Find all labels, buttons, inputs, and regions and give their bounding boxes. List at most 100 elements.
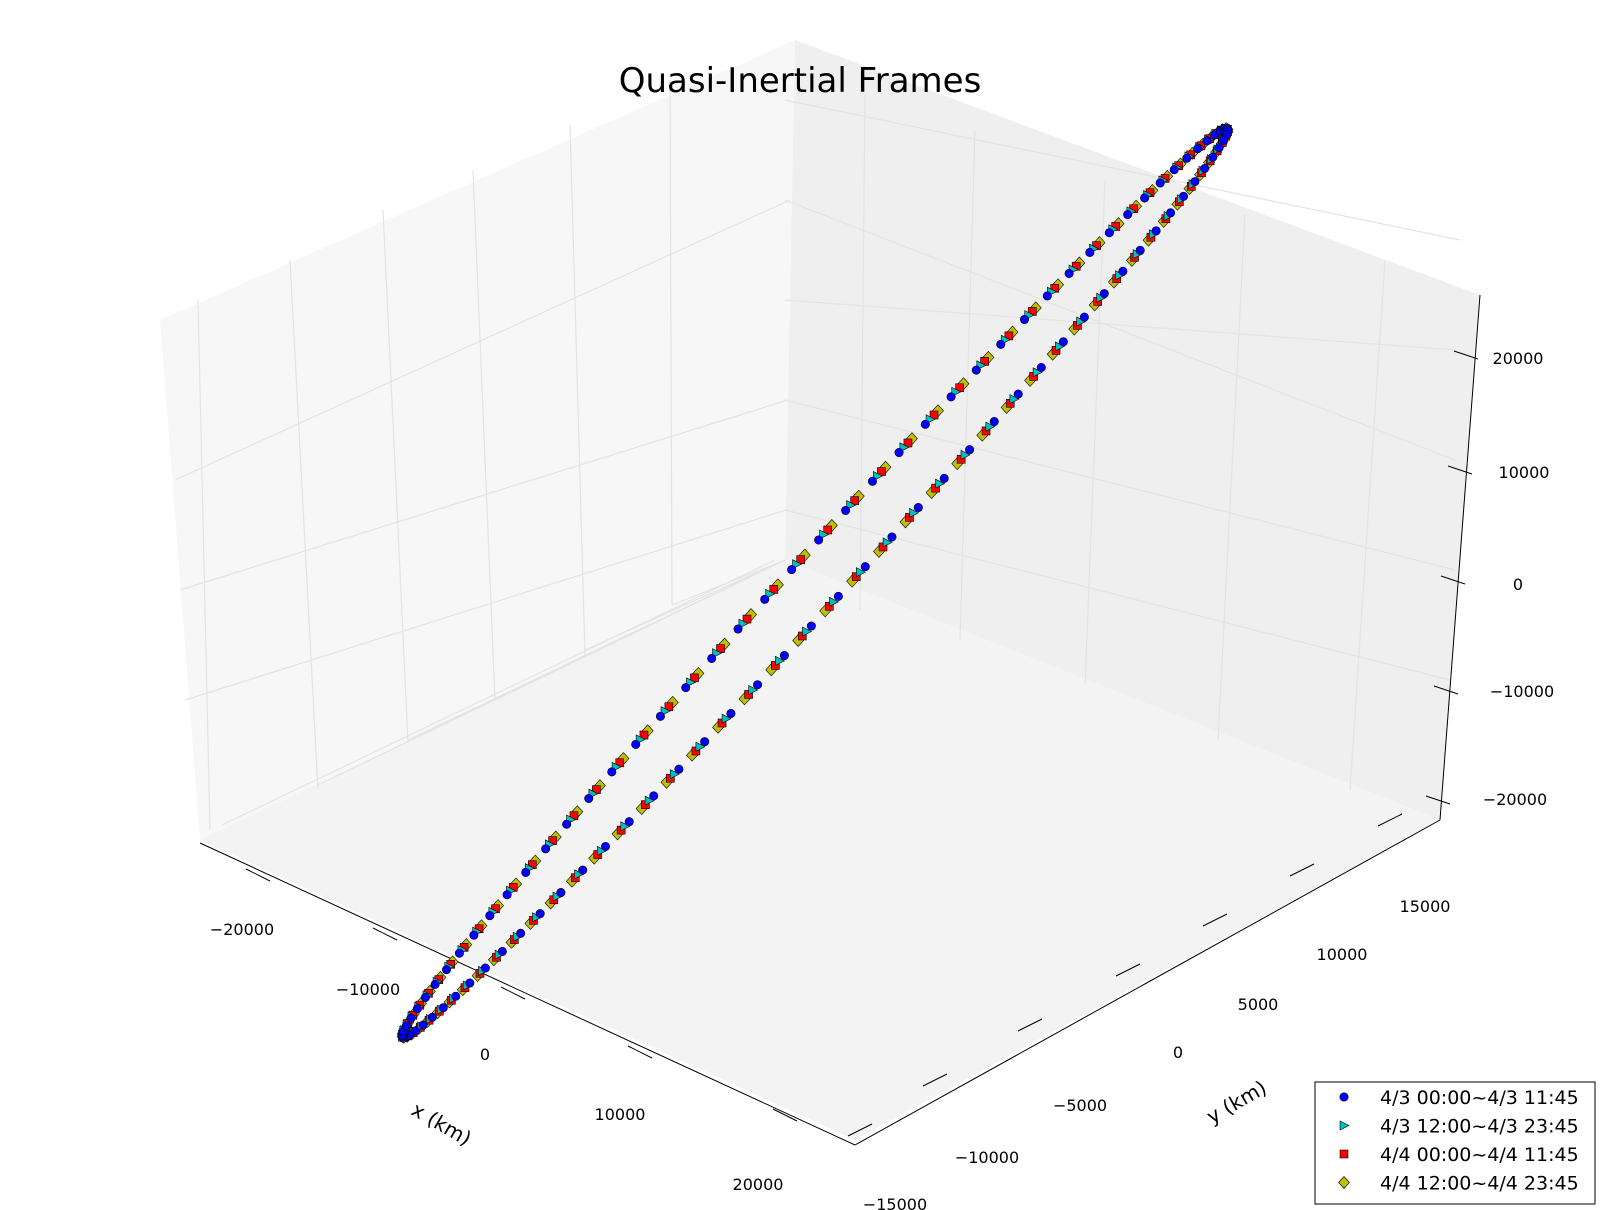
z-tick-label: −10000 <box>1490 682 1554 701</box>
pane-floor <box>200 560 1440 1140</box>
x-tick-label: −20000 <box>210 920 274 939</box>
data-point <box>1036 362 1046 372</box>
data-point <box>1099 289 1109 299</box>
data-point <box>1009 394 1020 405</box>
data-point <box>887 532 897 542</box>
data-point <box>497 946 507 956</box>
data-point <box>438 1003 448 1013</box>
data-point <box>1193 144 1203 154</box>
y-tick <box>1017 1018 1043 1032</box>
data-point <box>584 794 594 804</box>
data-point <box>430 979 440 989</box>
z-tick <box>1453 350 1479 360</box>
z-tick <box>1433 685 1459 695</box>
y-tick <box>847 1123 873 1137</box>
data-point <box>894 448 904 458</box>
x-tick <box>772 1108 798 1122</box>
data-point <box>971 365 981 375</box>
data-point <box>829 596 840 607</box>
data-point <box>707 653 717 663</box>
data-point <box>1079 312 1089 322</box>
grid-line <box>174 199 791 481</box>
data-point <box>819 529 830 540</box>
data-points <box>396 122 1234 1044</box>
z-tick-label: 0 <box>1513 575 1523 594</box>
data-point <box>644 795 655 806</box>
data-point <box>695 741 706 752</box>
axis-lines <box>199 294 1481 1146</box>
chart-title: Quasi-Inertial Frames <box>619 61 982 101</box>
data-point <box>935 478 946 489</box>
grid-line <box>179 399 789 591</box>
data-point <box>806 621 816 631</box>
legend-label: 4/3 00:00~4/3 11:45 <box>1380 1087 1579 1109</box>
data-point <box>721 713 732 724</box>
z-tick-label: −20000 <box>1483 790 1547 809</box>
y-axis-line <box>854 819 1441 1146</box>
data-point <box>535 909 545 919</box>
data-point <box>631 739 641 749</box>
y-tick <box>1115 963 1141 977</box>
grid-line <box>859 94 866 611</box>
data-point <box>541 844 551 854</box>
x-axis-label: x (km) <box>407 1097 475 1150</box>
data-point <box>1042 291 1052 301</box>
z-axis-line <box>1439 294 1481 821</box>
data-point <box>480 963 490 973</box>
data-point <box>578 865 588 875</box>
grid-line <box>494 559 786 701</box>
data-point <box>726 708 736 718</box>
y-tick-label: 10000 <box>1317 945 1368 964</box>
grid-line <box>784 399 1456 571</box>
data-point <box>1190 177 1200 187</box>
y-tick <box>1289 863 1315 877</box>
y-tick-label: −15000 <box>863 1195 927 1210</box>
z-tick <box>1440 575 1466 585</box>
grid-line <box>569 124 586 656</box>
legend-label: 4/4 00:00~4/4 11:45 <box>1380 1144 1579 1166</box>
data-point <box>882 537 893 548</box>
data-point <box>620 821 631 832</box>
grid-line <box>382 209 409 743</box>
y-tick-label: 5000 <box>1238 995 1279 1014</box>
grid-line <box>584 559 786 651</box>
data-point <box>946 392 956 402</box>
data-point <box>516 928 526 938</box>
data-point <box>1104 228 1114 238</box>
x-tick-label: 10000 <box>595 1105 646 1124</box>
data-point <box>920 419 930 429</box>
data-point <box>502 890 512 900</box>
grid-line <box>784 199 1456 461</box>
y-tick-label: 0 <box>1173 1043 1183 1062</box>
grid-line <box>1084 179 1106 686</box>
data-point <box>655 711 665 721</box>
data-point <box>406 1013 416 1023</box>
data-point <box>454 948 464 958</box>
data-point <box>521 867 531 877</box>
data-point <box>748 685 759 696</box>
data-point <box>1123 210 1133 220</box>
data-point <box>1085 247 1095 257</box>
data-point <box>441 965 451 975</box>
legend-marker <box>1339 1092 1349 1102</box>
data-point <box>1202 136 1212 146</box>
data-point <box>1140 193 1150 203</box>
data-point <box>989 417 999 427</box>
data-point <box>418 1020 428 1030</box>
data-point <box>913 503 923 513</box>
data-point <box>412 1004 422 1014</box>
data-point <box>814 535 824 545</box>
data-point <box>939 473 949 483</box>
data-point <box>841 505 851 515</box>
data-point <box>1166 208 1176 218</box>
data-point <box>1208 152 1218 162</box>
data-point <box>856 567 867 578</box>
grid-line <box>669 79 673 606</box>
legend-label: 4/3 12:00~4/3 23:45 <box>1380 1116 1579 1138</box>
data-point <box>996 339 1006 349</box>
data-point <box>753 680 763 690</box>
grid-line <box>197 299 211 831</box>
x-tick <box>245 868 271 882</box>
y-tick <box>1377 813 1403 827</box>
